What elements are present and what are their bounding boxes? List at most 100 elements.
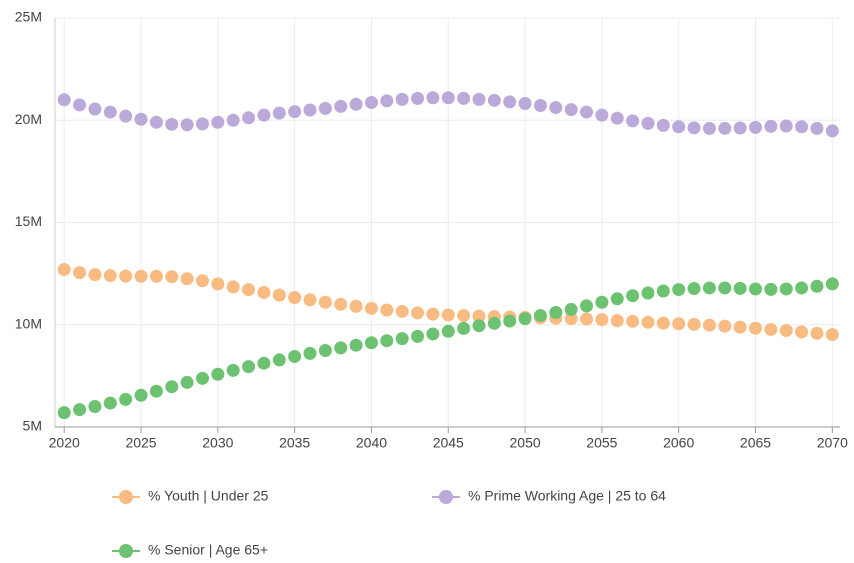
data-point [364,301,378,315]
data-point [533,99,547,113]
data-point [165,117,179,131]
data-point [103,105,117,119]
data-point [672,317,686,331]
data-point [472,92,486,106]
x-tick-label: 2030 [202,435,233,451]
y-tick-label: 15M [15,213,42,229]
data-point [687,282,701,296]
data-point [795,281,809,295]
data-point [518,312,532,326]
data-point [672,120,686,134]
data-point [303,346,317,360]
data-point [211,277,225,291]
data-point [533,309,547,323]
data-point [88,268,102,282]
data-point [349,338,363,352]
data-point [610,314,624,328]
data-point [503,314,517,328]
x-tick-label: 2025 [125,435,156,451]
data-point [733,281,747,295]
data-point [672,283,686,297]
data-point [810,326,824,340]
data-point [457,321,471,335]
data-point [195,371,209,385]
data-point [395,92,409,106]
data-point [656,284,670,298]
y-tick-label: 5M [23,418,42,434]
y-tick-label: 10M [15,315,42,331]
data-point [687,121,701,135]
data-point [211,367,225,381]
data-point [472,319,486,333]
data-point [303,293,317,307]
data-point [610,111,624,125]
data-point [88,400,102,414]
data-point [226,113,240,127]
data-point [457,91,471,105]
x-tick-label: 2020 [49,435,80,451]
data-point [595,313,609,327]
data-point [211,115,225,129]
data-point [749,282,763,296]
data-point [733,320,747,334]
data-point [411,91,425,105]
data-point [595,295,609,309]
data-point [564,312,578,326]
data-point [702,121,716,135]
data-point [580,312,594,326]
data-point [411,306,425,320]
data-point [426,91,440,105]
data-point [180,118,194,132]
data-point [472,309,486,323]
data-point [180,375,194,389]
data-point [641,315,655,329]
x-tick-label: 2035 [279,435,310,451]
data-point [349,299,363,313]
data-point [595,108,609,122]
data-point [779,119,793,133]
data-point [718,281,732,295]
data-point [641,286,655,300]
data-point [395,304,409,318]
data-point [795,325,809,339]
data-point [487,316,501,330]
data-point [165,380,179,394]
data-point [426,307,440,321]
data-point [718,319,732,333]
data-point [149,269,163,283]
data-point [303,103,317,117]
data-point [134,388,148,402]
x-tick-label: 2045 [433,435,464,451]
data-point [441,324,455,338]
data-point [257,356,271,370]
data-point [580,299,594,313]
data-point [73,266,87,280]
data-point [487,93,501,107]
data-point [610,292,624,306]
data-point [180,272,194,286]
data-point [825,328,839,342]
data-point [549,101,563,115]
data-point [119,109,133,123]
legend-label: % Senior | Age 65+ [148,542,268,558]
data-point [103,396,117,410]
data-point [380,94,394,108]
legend-marker [119,490,133,504]
data-point [272,106,286,120]
data-point [687,317,701,331]
data-point [641,116,655,130]
data-point [810,121,824,135]
data-point [318,295,332,309]
data-point [242,111,256,125]
legend-marker [119,544,133,558]
data-point [272,288,286,302]
data-point [426,327,440,341]
data-point [288,105,302,119]
data-point [733,121,747,135]
data-point [779,282,793,296]
data-point [334,297,348,311]
data-point [718,121,732,135]
data-point [149,384,163,398]
data-point [626,314,640,328]
